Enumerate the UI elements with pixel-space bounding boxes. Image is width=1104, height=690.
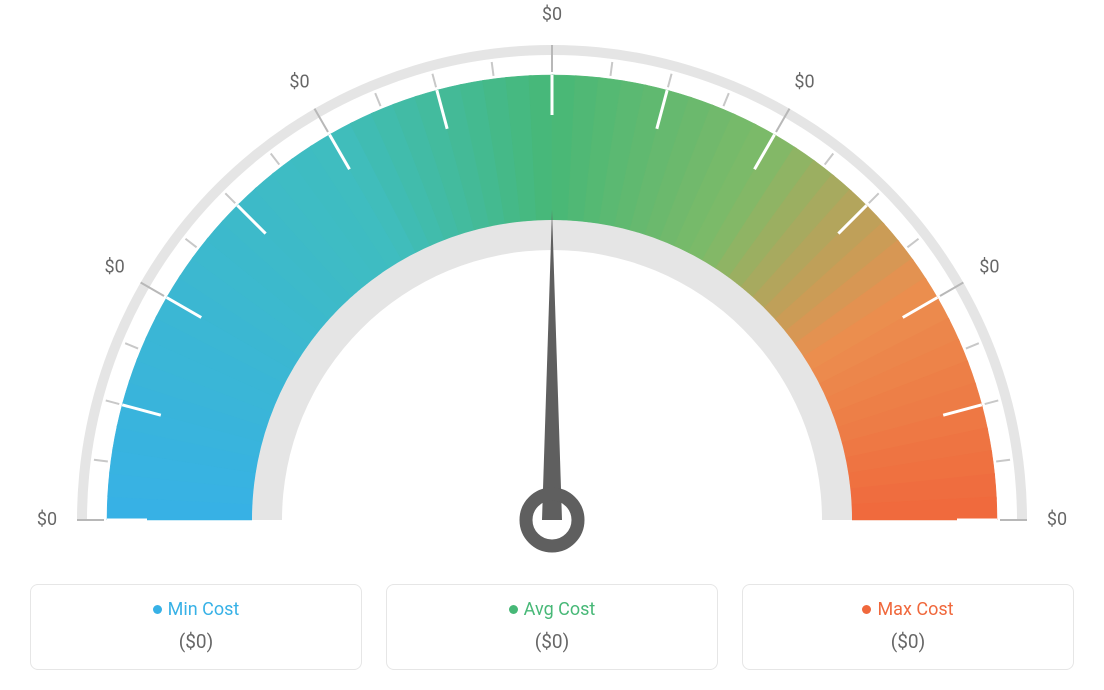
legend-card-max: Max Cost ($0)	[742, 584, 1074, 670]
gauge-outer-tick-minor	[985, 400, 999, 404]
cost-gauge-chart: $0 $0 $0 $0 $0 $0 $0 Min Cost ($0) Avg Cost ($…	[0, 0, 1104, 690]
legend-card-min: Min Cost ($0)	[30, 584, 362, 670]
gauge-scale-label: $0	[542, 4, 562, 25]
legend-label-max: Max Cost	[877, 599, 953, 620]
legend-value-avg: ($0)	[403, 630, 701, 653]
legend-label-min: Min Cost	[168, 599, 240, 620]
gauge-outer-tick-minor	[185, 239, 196, 248]
gauge-outer-tick-minor	[94, 460, 108, 462]
gauge-svg: $0 $0 $0 $0 $0 $0 $0	[22, 0, 1082, 560]
legend-row: Min Cost ($0) Avg Cost ($0) Max Cost ($0…	[0, 584, 1104, 670]
gauge-outer-tick-minor	[610, 62, 612, 76]
gauge-outer-tick-minor	[106, 400, 120, 404]
gauge-outer-tick-minor	[225, 193, 235, 203]
gauge-outer-tick-minor	[668, 74, 672, 88]
legend-title-avg: Avg Cost	[509, 599, 596, 620]
gauge-outer-tick-minor	[869, 193, 879, 203]
gauge-scale-label: $0	[794, 71, 814, 92]
gauge-outer-tick-minor	[907, 239, 918, 248]
gauge-outer-tick-minor	[432, 74, 436, 88]
gauge-area: $0 $0 $0 $0 $0 $0 $0	[22, 0, 1082, 560]
gauge-outer-tick-minor	[996, 460, 1010, 462]
legend-label-avg: Avg Cost	[524, 599, 596, 620]
gauge-outer-tick-minor	[966, 343, 979, 348]
legend-title-max: Max Cost	[862, 599, 953, 620]
legend-title-min: Min Cost	[153, 599, 240, 620]
legend-dot-max	[862, 605, 871, 614]
legend-dot-min	[153, 605, 162, 614]
gauge-outer-tick-minor	[723, 93, 728, 106]
gauge-scale-label: $0	[37, 509, 57, 530]
gauge-outer-tick-minor	[375, 93, 380, 106]
gauge-scale-label: $0	[289, 71, 309, 92]
legend-value-min: ($0)	[47, 630, 345, 653]
legend-card-avg: Avg Cost ($0)	[386, 584, 718, 670]
gauge-outer-tick-minor	[125, 343, 138, 348]
gauge-scale-label: $0	[979, 256, 999, 277]
gauge-scale-label: $0	[105, 256, 125, 277]
gauge-outer-tick-minor	[825, 153, 834, 164]
legend-value-max: ($0)	[759, 630, 1057, 653]
legend-dot-avg	[509, 605, 518, 614]
gauge-outer-tick-minor	[271, 153, 280, 164]
gauge-outer-tick-minor	[492, 62, 494, 76]
gauge-needle	[542, 210, 562, 520]
gauge-scale-label: $0	[1047, 509, 1067, 530]
